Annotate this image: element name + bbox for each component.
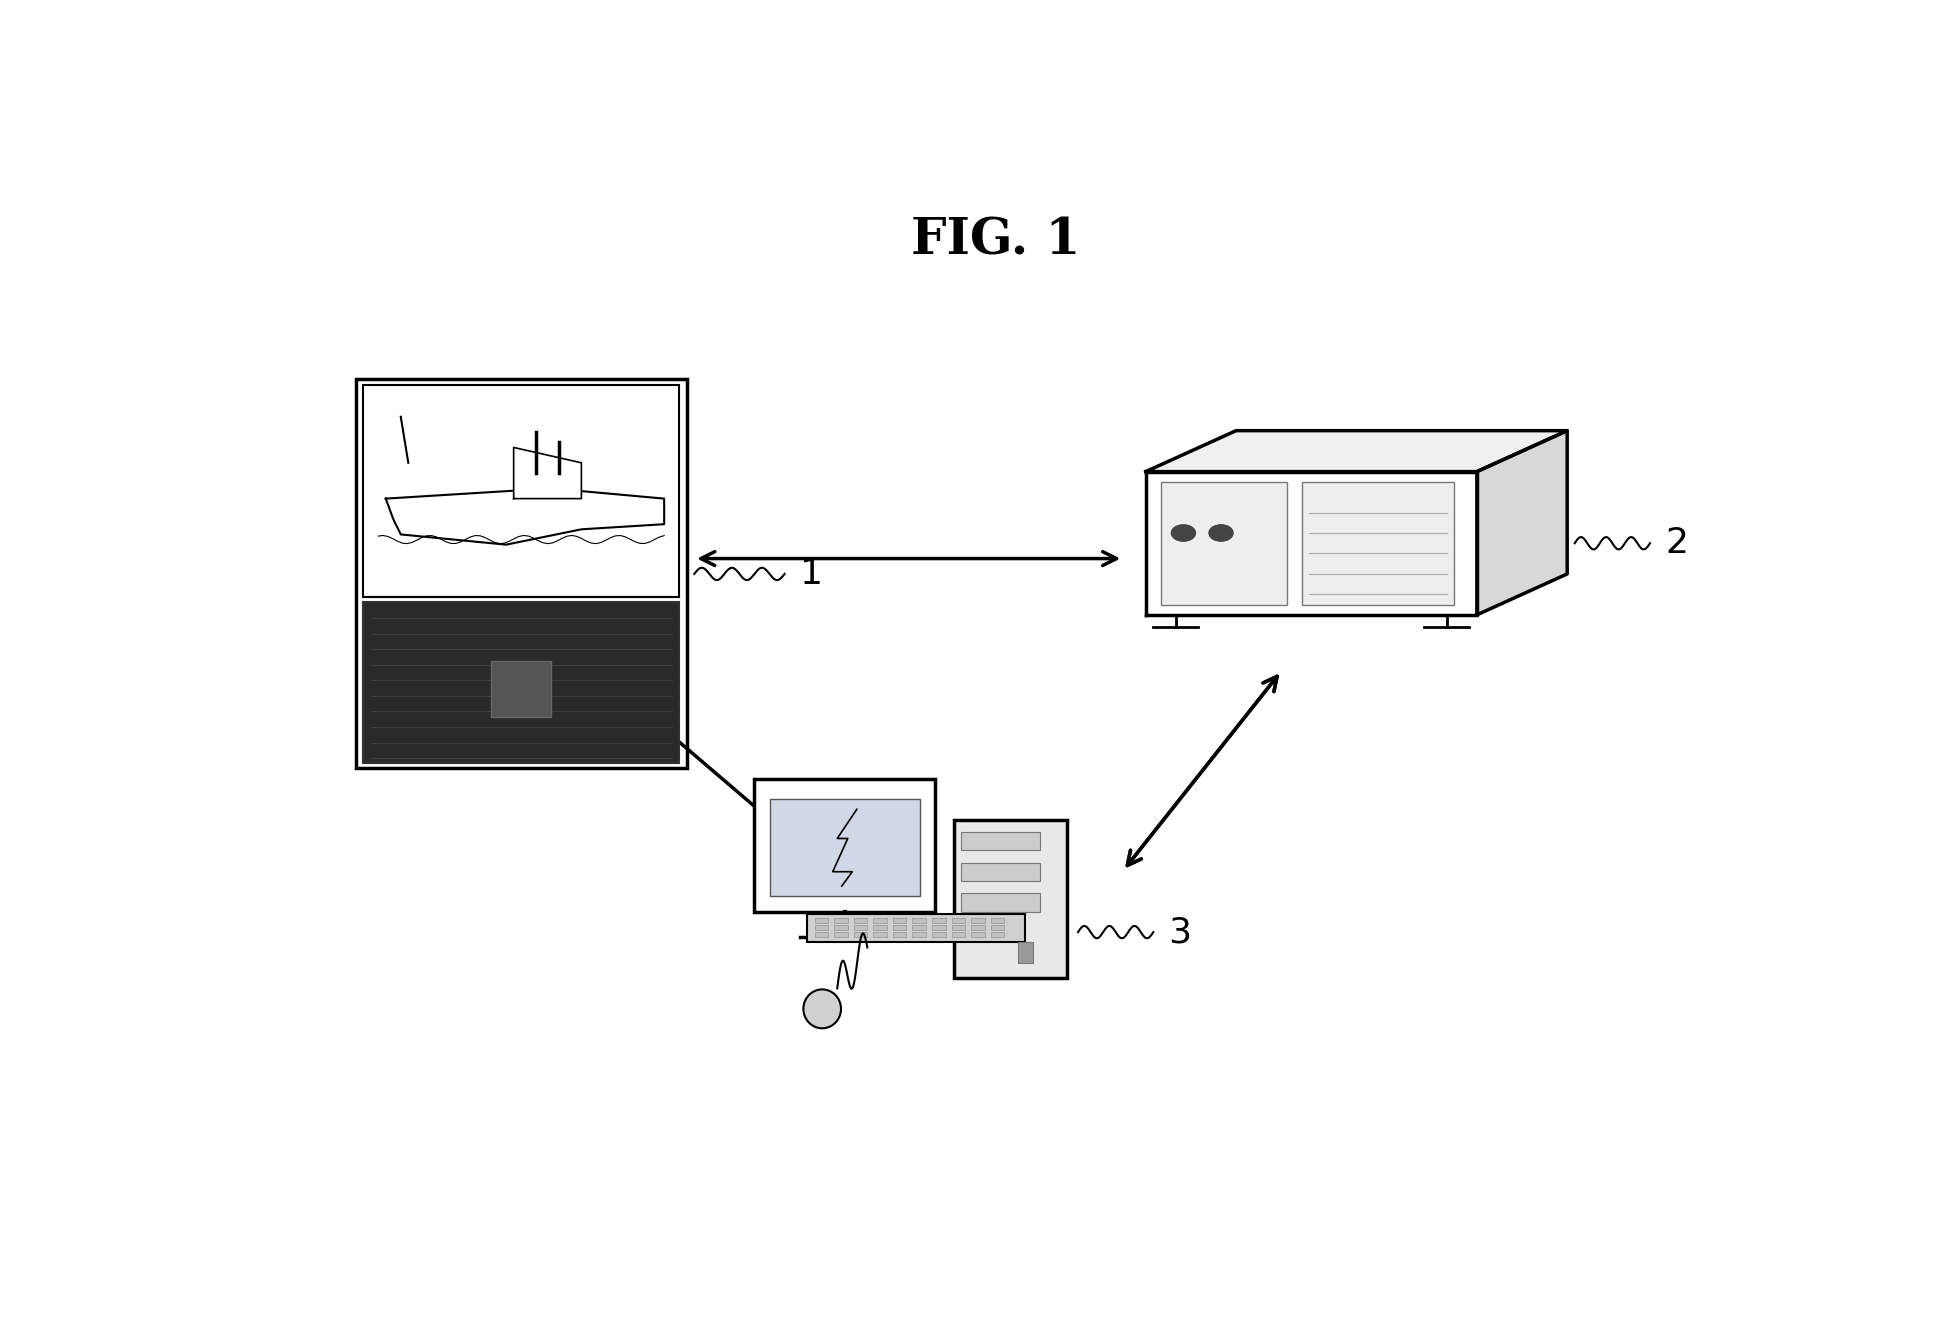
Bar [990,918,1004,922]
Bar [854,932,868,937]
Bar [893,925,907,930]
Bar [363,384,680,597]
Polygon shape [515,448,581,498]
Bar [1301,482,1455,605]
Bar [961,832,1041,851]
Bar [1018,942,1033,962]
Bar [913,925,926,930]
Text: 1: 1 [800,557,823,591]
Bar [932,932,946,937]
Bar [990,925,1004,930]
Text: FIG. 1: FIG. 1 [911,217,1080,266]
Bar [952,925,965,930]
Circle shape [1171,525,1196,541]
Polygon shape [1146,472,1478,615]
Bar [835,918,849,922]
Bar [893,932,907,937]
Ellipse shape [804,989,841,1029]
Bar [808,913,1025,942]
Bar [971,932,985,937]
Bar [355,380,687,768]
Bar [913,932,926,937]
Bar [874,925,887,930]
Polygon shape [386,488,664,545]
Bar [816,932,827,937]
Bar [835,932,849,937]
Bar [874,918,887,922]
Bar [753,779,936,912]
Bar [913,918,926,922]
Circle shape [1210,525,1233,541]
Bar [854,918,868,922]
Bar [961,863,1041,881]
Bar [932,925,946,930]
Bar [835,925,849,930]
Bar [954,820,1066,978]
Bar [1161,482,1288,605]
Bar [932,918,946,922]
Bar [990,932,1004,937]
Bar [363,602,680,763]
Bar [491,661,552,718]
Bar [971,925,985,930]
Bar [816,925,827,930]
Bar [854,925,868,930]
Text: 2: 2 [1664,526,1688,561]
Polygon shape [1146,431,1567,472]
Polygon shape [1478,431,1567,615]
Bar [952,932,965,937]
Bar [816,918,827,922]
Bar [952,918,965,922]
Bar [961,893,1041,912]
Text: 3: 3 [1169,916,1190,949]
Bar [893,918,907,922]
Bar [971,918,985,922]
Bar [769,799,921,896]
Bar [874,932,887,937]
